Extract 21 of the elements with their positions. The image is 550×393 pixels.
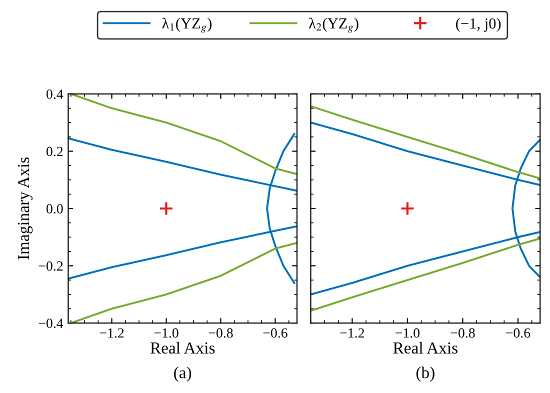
- x-tick-label: −0.6: [506, 328, 530, 338]
- x-axis-title: Real Axis: [150, 342, 215, 354]
- y-tick-label: 0.4: [46, 90, 64, 99]
- y-tick-label: −0.4: [38, 318, 64, 328]
- y-tick-label: 0.2: [46, 146, 63, 156]
- legend-label: λ$_{2}$(YZ$_{g}$): [308, 18, 358, 33]
- text: (a): [174, 366, 192, 382]
- y-tick-label: −0.2: [38, 261, 63, 271]
- y-tick-label: 0.0: [46, 204, 63, 214]
- text: (b): [416, 366, 434, 382]
- y-axis-title: Imaginary Axis: [18, 157, 33, 260]
- legend-label: λ$_{1}$(YZ$_{g}$): [162, 18, 212, 33]
- x-tick-label: −0.8: [450, 328, 475, 338]
- x-tick-label: −0.6: [263, 328, 288, 338]
- x-tick-label: −1.2: [340, 328, 364, 338]
- x-tick-label: −1.0: [396, 328, 420, 338]
- legend-label: (−1, j0): [456, 18, 501, 32]
- x-axis-title: Real Axis: [393, 342, 458, 354]
- x-tick-label: −1.0: [154, 328, 178, 338]
- x-tick-label: −1.2: [100, 328, 124, 338]
- x-tick-label: −0.8: [208, 328, 233, 338]
